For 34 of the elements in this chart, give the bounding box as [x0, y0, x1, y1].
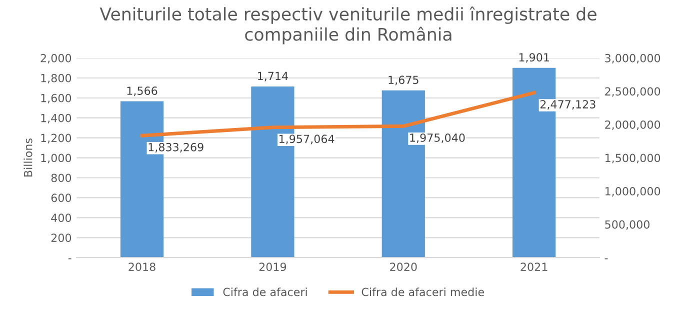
data-label: 1,566 — [127, 86, 158, 96]
y-tick-label: 800 — [51, 174, 72, 182]
y2-tick-label: 3,000,000 — [605, 54, 660, 64]
data-label: 1,833,269 — [148, 142, 204, 152]
y-tick-label: 1,200 — [41, 134, 72, 144]
x-tick-label: 2018 — [128, 262, 156, 272]
y-tick-label: 1,600 — [41, 94, 72, 104]
y2-tick-label: 2,000,000 — [605, 120, 660, 130]
y-tick-label: - — [68, 258, 72, 260]
data-label: 1,901 — [519, 53, 549, 63]
y-tick-label: 1,400 — [41, 114, 72, 124]
y2-tick-label: - — [604, 258, 608, 260]
chart-title: Veniturile totale respectiv veniturile medii înregistrate de companiile din România — [100, 6, 596, 44]
x-tick-label: 2020 — [390, 262, 417, 272]
y2-tick-label: 500,000 — [605, 220, 650, 230]
y2-tick-label: 1,500,000 — [606, 154, 660, 164]
legend-label: Cifra de afaceri — [223, 288, 307, 296]
data-label: 1,957,064 — [279, 134, 334, 144]
legend-label: Cifra de afaceri medie — [362, 288, 484, 296]
data-label: 1,675 — [388, 76, 418, 86]
x-tick-label: 2021 — [520, 262, 548, 272]
data-label: 2,477,123 — [540, 100, 596, 110]
data-label: 1,714 — [258, 72, 288, 82]
y-tick-label: 600 — [51, 194, 72, 202]
y-tick-label: 400 — [51, 214, 72, 222]
data-label: 1,975,040 — [410, 133, 465, 144]
y2-tick-label: 1,000,000 — [606, 187, 660, 197]
x-tick-label: 2019 — [259, 262, 286, 272]
y-tick-label: 1,800 — [41, 74, 72, 84]
y2-tick-label: 2,500,000 — [605, 87, 660, 97]
y-tick-label: 1,000 — [41, 154, 72, 164]
y-axis-title: Billions — [24, 138, 32, 176]
y-tick-label: 200 — [51, 234, 72, 242]
y-tick-label: 2,000 — [40, 54, 72, 64]
